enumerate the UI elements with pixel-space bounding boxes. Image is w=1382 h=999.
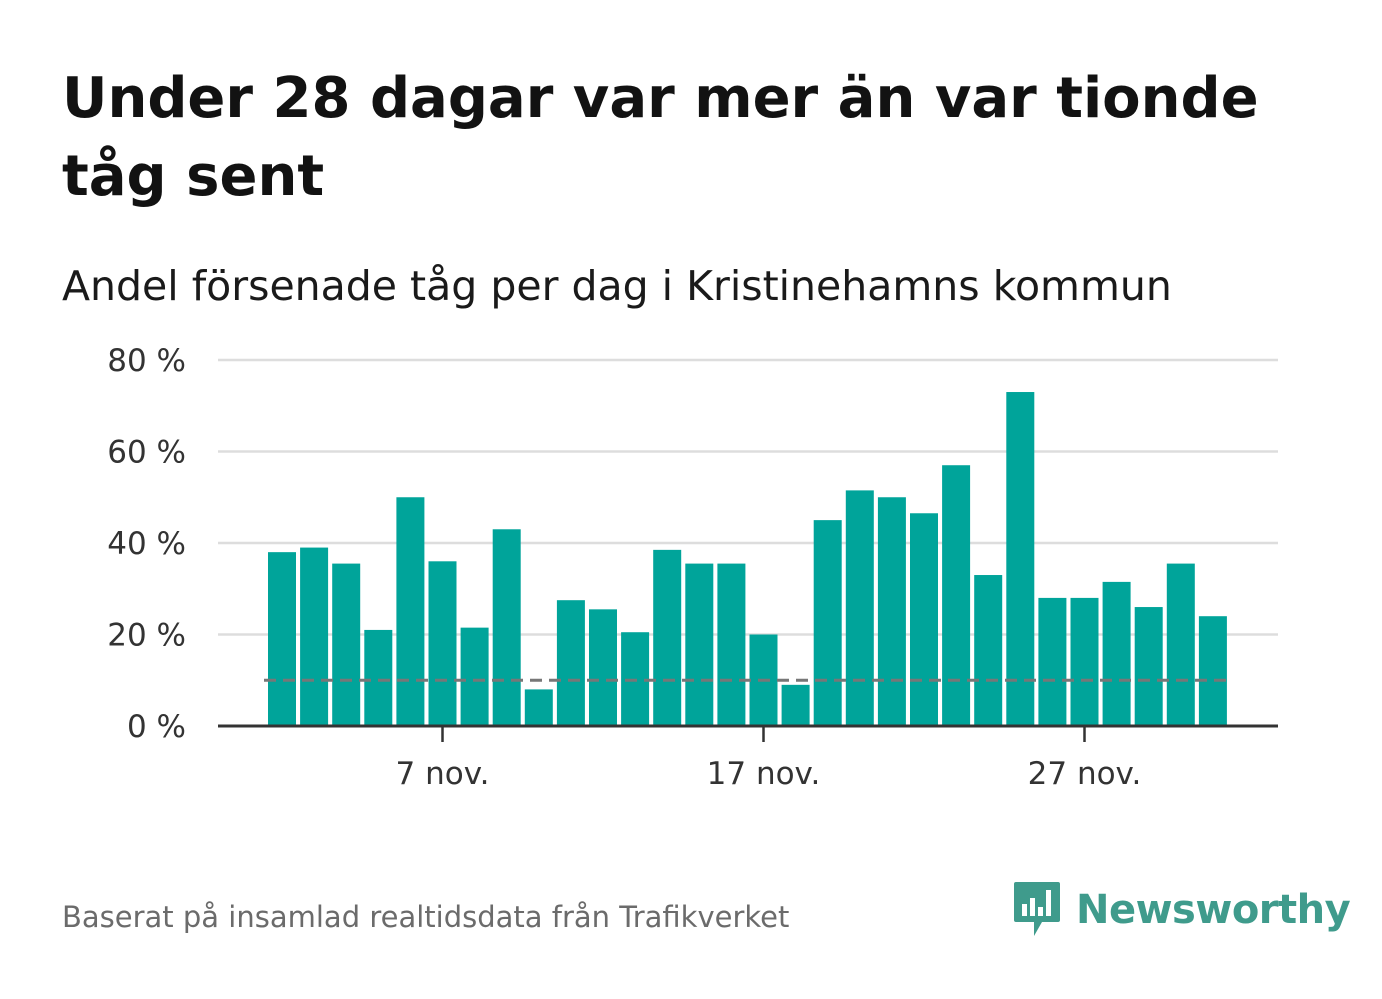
- bar: [268, 552, 296, 726]
- bar: [877, 497, 906, 726]
- bar: [685, 563, 714, 726]
- newsworthy-logo-icon: [1014, 882, 1060, 936]
- newsworthy-logo: Newsworthy: [1012, 878, 1351, 942]
- y-tick-label: 40 %: [107, 526, 186, 562]
- bar: [781, 684, 810, 726]
- bar: [524, 689, 553, 726]
- chart-subtitle: Andel försenade tåg per dag i Kristineha…: [62, 262, 1172, 310]
- bar: [653, 549, 682, 726]
- bar: [910, 513, 938, 726]
- x-axis-labels: 7 nov. 17 nov. 27 nov.: [396, 756, 1142, 792]
- bar: [428, 561, 457, 726]
- x-tick-label: 27 nov.: [1028, 756, 1142, 792]
- x-axis: [218, 724, 1278, 742]
- bar: [1038, 597, 1067, 726]
- y-axis-labels: 0 % 20 % 40 % 60 % 80 %: [107, 343, 186, 745]
- bar: [556, 600, 585, 726]
- bar: [300, 547, 329, 726]
- bar: [396, 497, 425, 726]
- bar: [1198, 616, 1227, 726]
- y-tick-label: 60 %: [107, 435, 186, 471]
- bar: [332, 563, 361, 726]
- source-note: Baserat på insamlad realtidsdata från Tr…: [62, 900, 790, 934]
- y-tick-label: 0 %: [127, 709, 186, 745]
- bar: [942, 465, 971, 726]
- bar: [974, 575, 1003, 726]
- bar-chart: 0 % 20 % 40 % 60 % 80 % 7 nov. 17 nov. 27 nov.: [107, 343, 1278, 792]
- bar: [460, 627, 489, 726]
- bar: [1070, 597, 1099, 726]
- newsworthy-logo-text: Newsworthy: [1076, 887, 1351, 933]
- bar: [1134, 607, 1163, 726]
- bar: [717, 563, 746, 726]
- bar: [845, 490, 874, 726]
- bar: [589, 609, 617, 726]
- x-tick-label: 7 nov.: [396, 756, 490, 792]
- x-tick-label: 17 nov.: [707, 756, 821, 792]
- grid-lines: [218, 358, 1278, 636]
- bar: [813, 520, 842, 726]
- bar: [364, 629, 393, 726]
- y-tick-label: 80 %: [107, 343, 186, 379]
- bars: [268, 392, 1227, 726]
- y-tick-label: 20 %: [107, 618, 186, 654]
- bar: [492, 529, 521, 726]
- chart-title: Under 28 dagar var mer än var tionde tåg…: [62, 66, 1259, 209]
- bar: [1102, 581, 1131, 726]
- bar: [1006, 392, 1035, 726]
- bar: [1166, 563, 1195, 726]
